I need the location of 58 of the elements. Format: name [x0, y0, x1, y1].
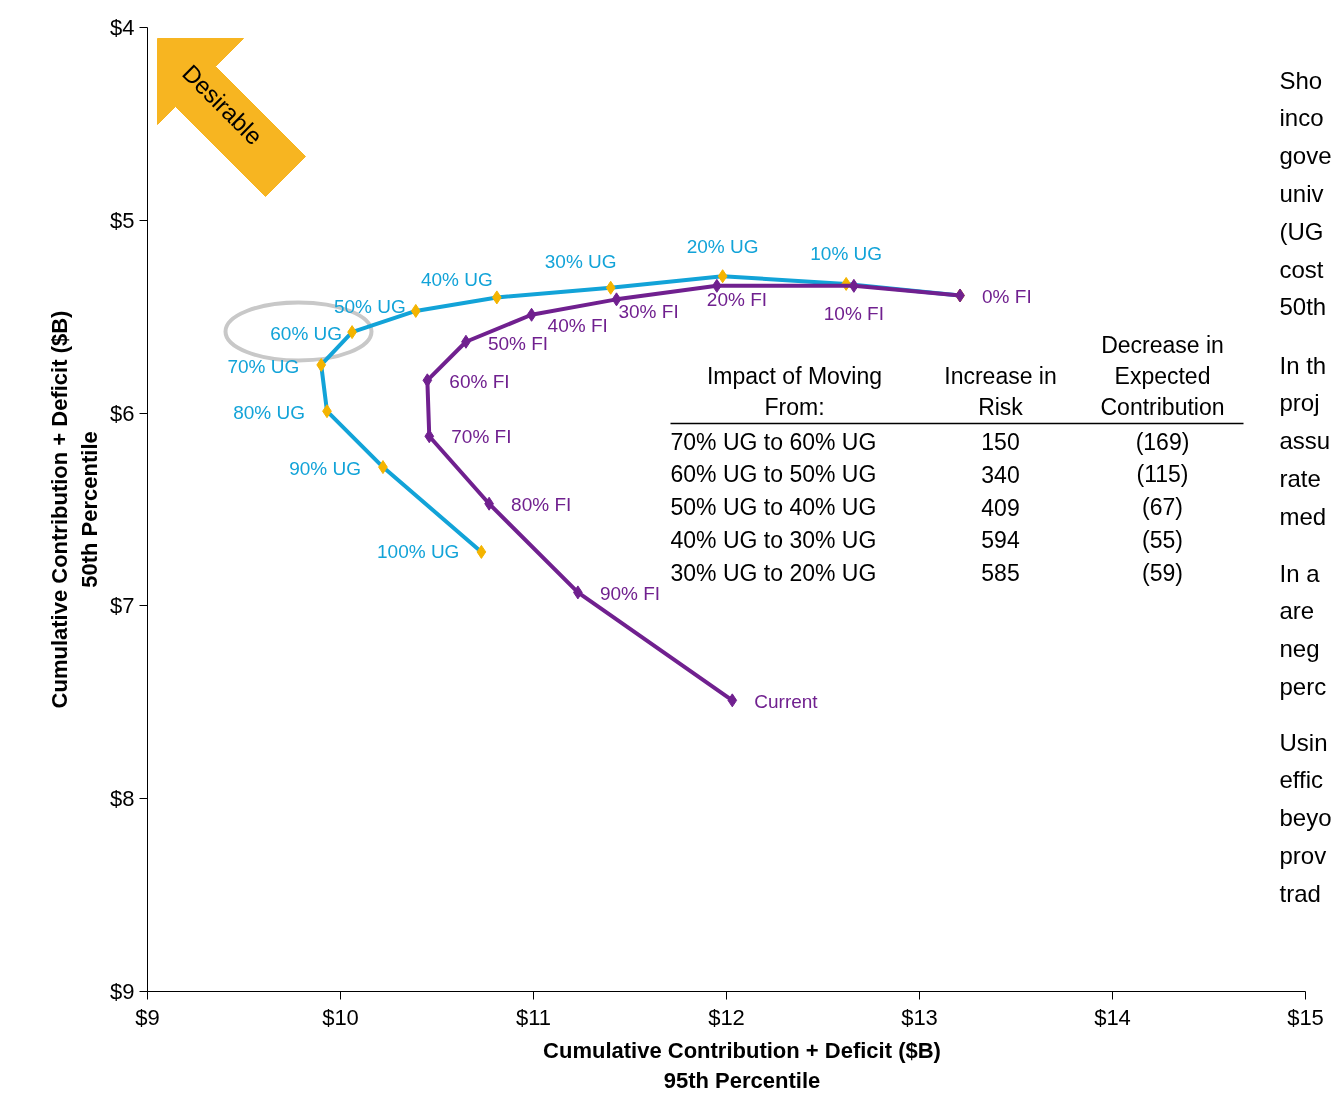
y-axis-title: Cumulative Contribution + Deficit ($B) 50th Percentile: [47, 310, 103, 709]
annotation: (59): [1142, 559, 1183, 586]
annotation: 20% UG: [686, 235, 759, 257]
x-tick-label: $14: [1094, 1004, 1131, 1030]
y-tick-label: $5: [110, 207, 135, 233]
annotation: Decrease in Expected Contribution: [1100, 332, 1225, 421]
annotation: 70% UG to 60% UG: [670, 428, 877, 455]
annotation: (169): [1135, 428, 1190, 455]
annotation: 100% UG: [377, 541, 460, 563]
x-axis-title: Cumulative Contribution + Deficit ($B) 95th Percentile: [543, 1037, 941, 1093]
x-tick-label: $11: [515, 1004, 552, 1030]
annotation: Sho inco gove univ (UG cost 50th: [1279, 66, 1332, 321]
annotation: 50% UG to 40% UG: [670, 494, 877, 521]
annotation: 80% UG: [233, 401, 305, 423]
y-tick-label: $4: [110, 15, 135, 40]
annotation: 40% UG to 30% UG: [670, 526, 877, 553]
annotation: 30% UG: [544, 251, 617, 273]
annotation: 70% UG: [227, 356, 300, 378]
annotation: 10% UG: [810, 243, 883, 265]
annotation: Impact of Moving From:: [706, 363, 883, 421]
y-tick-label: $9: [110, 979, 135, 1004]
annotation: 90% FI: [599, 582, 661, 604]
annotation: 30% FI: [618, 300, 679, 322]
annotation: 70% FI: [451, 425, 512, 447]
annotation: 30% UG to 20% UG: [670, 559, 877, 586]
annotation: 80% FI: [511, 494, 572, 516]
annotation: (55): [1142, 526, 1183, 553]
annotation: 409: [981, 494, 1020, 521]
annotation: In th proj assu rate med: [1279, 351, 1331, 530]
annotation: 150: [981, 429, 1020, 455]
annotation: 594: [981, 527, 1020, 554]
annotation: (67): [1142, 494, 1183, 521]
x-tick-label: $13: [901, 1004, 938, 1030]
x-tick-label: $9: [135, 1004, 160, 1030]
annotation: 0% FI: [982, 285, 1032, 307]
annotation: (115): [1136, 461, 1189, 488]
annotation: 50% FI: [487, 333, 549, 355]
x-tick-label: $10: [322, 1004, 359, 1030]
annotation: 60% UG: [270, 322, 343, 344]
annotation: 40% FI: [547, 315, 608, 337]
annotation: In a are neg perc: [1279, 559, 1327, 700]
x-tick-label: $12: [708, 1004, 745, 1030]
annotation: Usin effic beyo prov trad: [1279, 728, 1332, 907]
annotation: Current: [754, 690, 819, 712]
annotation: 40% UG: [420, 268, 493, 290]
annotation: 60% FI: [449, 370, 510, 392]
y-tick-label: $8: [110, 786, 135, 812]
y-tick-label: $6: [110, 400, 135, 426]
annotation: 10% FI: [823, 303, 884, 325]
annotation: 90% UG: [289, 457, 361, 479]
annotation: 60% UG to 50% UG: [670, 461, 877, 488]
y-tick-label: $7: [110, 593, 135, 619]
annotation: Increase in Risk: [944, 363, 1057, 421]
x-tick-label: $15: [1287, 1004, 1324, 1030]
annotation: 340: [981, 461, 1020, 488]
annotation: 585: [981, 560, 1020, 587]
annotation: 20% FI: [706, 289, 768, 311]
annotation: 50% UG: [333, 296, 406, 318]
